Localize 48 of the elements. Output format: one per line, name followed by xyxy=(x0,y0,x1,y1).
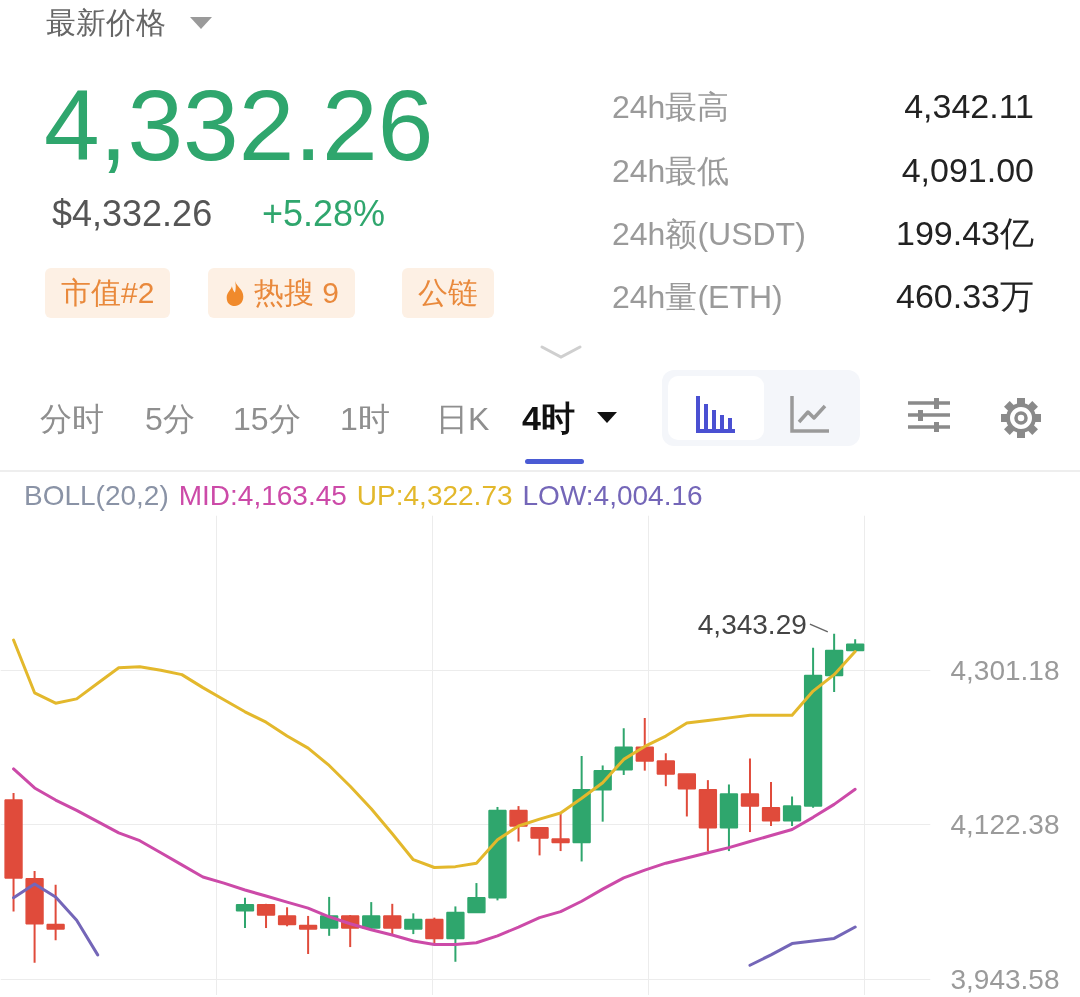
candlestick xyxy=(404,912,423,936)
text: 日K xyxy=(436,401,490,437)
text: 24h最低 xyxy=(612,153,730,189)
text: 4,332.26 xyxy=(44,69,434,181)
text: 24h额(USDT) xyxy=(612,216,806,252)
text: 460.33万 xyxy=(896,277,1034,315)
text: 24h量(ETH) xyxy=(612,279,783,315)
text: 4时 xyxy=(522,399,575,437)
candlestick xyxy=(425,916,444,945)
y-tick-label: 4,122.38 xyxy=(950,809,1060,841)
candlestick xyxy=(256,902,276,930)
y-tick-label: 3,943.58 xyxy=(950,963,1060,995)
text: 15分 xyxy=(233,401,301,437)
candlestick xyxy=(782,795,802,827)
text: +5.28% xyxy=(262,193,386,234)
tag-chip: 热搜 9 xyxy=(208,268,356,318)
candlestick xyxy=(530,826,549,857)
candlestick xyxy=(509,805,528,843)
candlestick xyxy=(383,902,402,936)
candlestick xyxy=(551,812,570,853)
text: 4,091.00 xyxy=(901,151,1034,189)
candlestick xyxy=(235,896,255,930)
y-tick-label: 4,301.18 xyxy=(950,654,1060,686)
text: 24h最高 xyxy=(612,89,730,125)
annotation: 4,343.29 xyxy=(697,608,807,640)
legend-title: BOLL(20,2) xyxy=(24,480,169,513)
candlestick xyxy=(761,780,781,827)
candlestick xyxy=(740,757,760,834)
tag-chip: 市值#2 xyxy=(45,268,171,318)
text: 1时 xyxy=(340,401,390,437)
candlestick xyxy=(277,906,297,928)
text: 199.43亿 xyxy=(896,214,1034,252)
text: 4,342.11 xyxy=(904,87,1034,125)
candlestick xyxy=(467,882,486,914)
line-series xyxy=(12,767,857,946)
text: MID:4,163.45 xyxy=(178,480,347,513)
candlestick xyxy=(677,773,697,818)
candlestick xyxy=(46,883,65,942)
candlestick xyxy=(362,901,381,930)
text: LOW:4,004.16 xyxy=(522,480,703,513)
text: UP:4,322.73 xyxy=(356,480,513,513)
text: 5分 xyxy=(145,401,195,437)
text: $4,332.26 xyxy=(52,193,213,234)
candlestick xyxy=(298,914,318,955)
candlestick xyxy=(656,752,675,788)
text: 最新价格 xyxy=(46,6,166,39)
text: 分时 xyxy=(40,401,104,437)
tag-chip: 公链 xyxy=(402,268,494,318)
